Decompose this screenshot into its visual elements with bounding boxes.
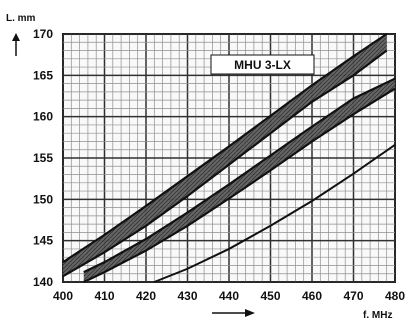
axis-title-layer: L. mm f. MHz [6,13,392,321]
y-tick-label: 140 [33,275,53,289]
band-1-fill [63,34,387,277]
x-tick-label: 480 [385,289,405,303]
y-axis-title: L. mm [6,13,36,24]
y-tick-label: 145 [33,234,53,248]
x-axis-arrow [212,309,255,317]
band-1 [62,33,388,278]
x-tick-label: 440 [219,289,239,303]
band-2-fill [83,78,395,282]
y-tick-label: 160 [33,110,53,124]
x-tick-label: 470 [343,289,363,303]
x-tick-label: 420 [136,289,156,303]
y-axis-arrow [12,33,20,56]
band-1-lower-boundary [62,49,388,278]
annotation-label: MHU 3-LX [234,58,291,72]
series-line-1 [153,143,396,283]
annotation-box [210,54,315,75]
band-2 [83,77,396,283]
x-tick-label: 460 [302,289,322,303]
band-2-upper-boundary [83,77,396,274]
plot-layer [62,33,396,283]
y-tick-label: 155 [33,151,53,165]
y-tick-label: 150 [33,192,53,206]
x-axis-title: f. MHz [363,310,392,321]
x-tick-label: 400 [53,289,73,303]
x-tick-label: 450 [260,289,280,303]
band-1-upper-boundary [62,33,388,264]
band-2-lower-boundary [83,87,396,283]
x-tick-label: 410 [94,289,114,303]
annotation-layer: MHU 3-LX [210,54,315,75]
y-tick-label: 165 [33,68,53,82]
x-tick-label: 430 [177,289,197,303]
y-tick-label: 170 [33,27,53,41]
labels-layer: 400 410 420 430 440 450 460 470 480 140 145 150 155 1… [33,27,405,303]
